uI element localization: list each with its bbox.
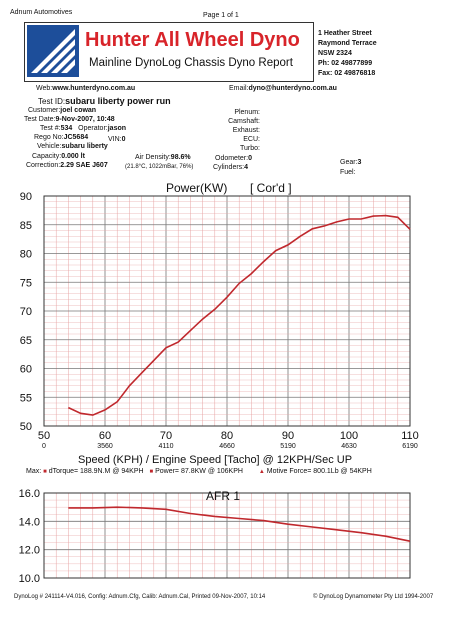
- rego-row: Rego No:JC5684: [34, 134, 89, 141]
- power-grid: [43, 195, 411, 427]
- plenum-label: Plenum:: [234, 109, 260, 116]
- brand-subtitle: Mainline DynoLog Chassis Dyno Report: [89, 57, 293, 69]
- address-block: 1 Heather Street Raymond Terrace NSW 232…: [318, 29, 377, 79]
- power-marker-icon: ■: [149, 469, 154, 475]
- brand-title: Hunter All Wheel Dyno: [85, 29, 300, 51]
- ecu-label: ECU:: [243, 136, 260, 143]
- fuel-label: Fuel:: [340, 169, 356, 176]
- turbo-label: Turbo:: [240, 145, 260, 152]
- conditions-row: (21.8°C, 1022mBar, 76%): [125, 164, 194, 170]
- customer-row: Customer:joel cowan: [28, 107, 97, 114]
- address-line: NSW 2324: [318, 50, 352, 57]
- exhaust-label: Exhaust:: [232, 127, 260, 134]
- odometer-row: Odometer:0: [215, 155, 252, 162]
- motive-marker-icon: ▲: [258, 469, 265, 475]
- power-x-tick-speed: 50: [38, 430, 50, 442]
- afr-series-line: [68, 506, 411, 542]
- address-line: Raymond Terrace: [318, 40, 377, 47]
- vin-row: VIN:0: [108, 136, 126, 143]
- power-x-tick-rpm: 4110: [158, 443, 173, 450]
- test-id-row: Test ID:subaru liberty power run: [38, 96, 171, 106]
- max-label: Max:: [26, 468, 42, 475]
- power-x-tick-speed: 60: [99, 430, 111, 442]
- footer-info: DynoLog # 241114-V4.016, Config: Adnum.C…: [14, 594, 266, 600]
- test-number-row: Test #:534 Operator:jason: [40, 125, 127, 132]
- power-y-tick-label: 80: [20, 249, 32, 261]
- vehicle-row: Vehicle:subaru liberty: [37, 143, 108, 150]
- footer-copyright: © DynoLog Dynamometer Pty Ltd 1994-2007: [313, 594, 434, 600]
- power-y-tick-label: 75: [20, 277, 32, 289]
- power-x-tick-rpm: 3560: [97, 443, 113, 450]
- afr-chart-title: AFR 1: [206, 489, 240, 503]
- max-summary: Max: ■ dTorque= 188.9N.M @ 94KPH ■ Power…: [26, 468, 372, 475]
- afr-y-tick-label: 10.0: [19, 573, 40, 585]
- power-y-tick-label: 90: [20, 191, 32, 203]
- afr-grid: [43, 492, 411, 579]
- power-series-line: [68, 214, 411, 416]
- afr-y-tick-label: 12.0: [19, 545, 40, 557]
- hunter-logo-icon: [27, 25, 79, 77]
- power-x-tick-speed: 110: [401, 430, 419, 442]
- torque-marker-icon: ■: [43, 469, 47, 475]
- power-y-tick-label: 65: [20, 335, 32, 347]
- max-motive-force: Motive Force= 800.1Lb @ 54KPH: [266, 468, 372, 475]
- correction-row: Correction:2.29 SAE J607: [26, 162, 108, 169]
- afr-y-tick-labels: 16.0 14.0 12.0 10.0: [19, 488, 40, 585]
- power-y-tick-label: 70: [20, 306, 32, 318]
- address-line: Fax: 02 49876818: [318, 70, 376, 77]
- camshaft-label: Camshaft:: [228, 118, 260, 125]
- air-density-row: Air Density:98.6%: [135, 154, 191, 161]
- power-y-tick-labels: 90 85 80 75 70 65 60 55 50: [20, 191, 32, 433]
- power-chart-subtitle: [ Cor'd ]: [250, 181, 292, 195]
- power-x-tick-rpm: 4660: [219, 443, 235, 450]
- max-torque: dTorque= 188.9N.M @ 94KPH: [48, 468, 144, 475]
- afr-series-path: [68, 506, 411, 542]
- power-x-axis-label: Speed (KPH) / Engine Speed [Tacho] @ 12K…: [78, 454, 352, 466]
- power-x-tick-speed: 70: [160, 430, 172, 442]
- afr-y-tick-label: 14.0: [19, 516, 40, 528]
- power-x-tick-speed: 80: [221, 430, 233, 442]
- afr-plot-frame: [43, 492, 411, 579]
- power-x-tick-rpm: 0: [42, 443, 46, 450]
- power-x-tick-rpm: 6190: [402, 443, 418, 450]
- power-y-tick-label: 85: [20, 220, 32, 232]
- power-y-tick-label: 55: [20, 392, 32, 404]
- power-x-tick-rpm: 4630: [341, 443, 357, 450]
- cylinders-row: Cylinders:4: [213, 164, 249, 171]
- capacity-row: Capacity:0.000 lt: [32, 153, 85, 160]
- address-line: Ph: 02 49877899: [318, 60, 373, 67]
- page-number: Page 1 of 1: [203, 12, 239, 19]
- test-details: Test ID:subaru liberty power run Custome…: [24, 94, 424, 180]
- company-name: Adnum Automotives: [10, 9, 73, 16]
- power-x-tick-speed: 90: [282, 430, 294, 442]
- brand-header-box: Hunter All Wheel Dyno Mainline DynoLog C…: [24, 22, 314, 82]
- web-address: Web:www.hunterdyno.com.au: [36, 85, 136, 92]
- power-y-tick-label: 60: [20, 364, 32, 376]
- power-x-tick-rpm: 5190: [280, 443, 296, 450]
- power-chart-title: Power(KW): [166, 181, 227, 195]
- max-power: Power= 87.8KW @ 106KPH: [155, 468, 243, 475]
- email-address: Email:dyno@hunterdyno.com.au: [229, 85, 337, 92]
- power-y-tick-label: 50: [20, 421, 32, 433]
- afr-y-tick-label: 16.0: [19, 488, 40, 500]
- gear-row: Gear:3: [340, 159, 362, 166]
- power-plot-frame: [43, 195, 411, 427]
- test-date-row: Test Date:9-Nov-2007, 10:48: [24, 116, 115, 123]
- address-line: 1 Heather Street: [318, 30, 372, 37]
- power-series-path: [68, 214, 411, 416]
- power-x-tick-speed: 100: [340, 430, 358, 442]
